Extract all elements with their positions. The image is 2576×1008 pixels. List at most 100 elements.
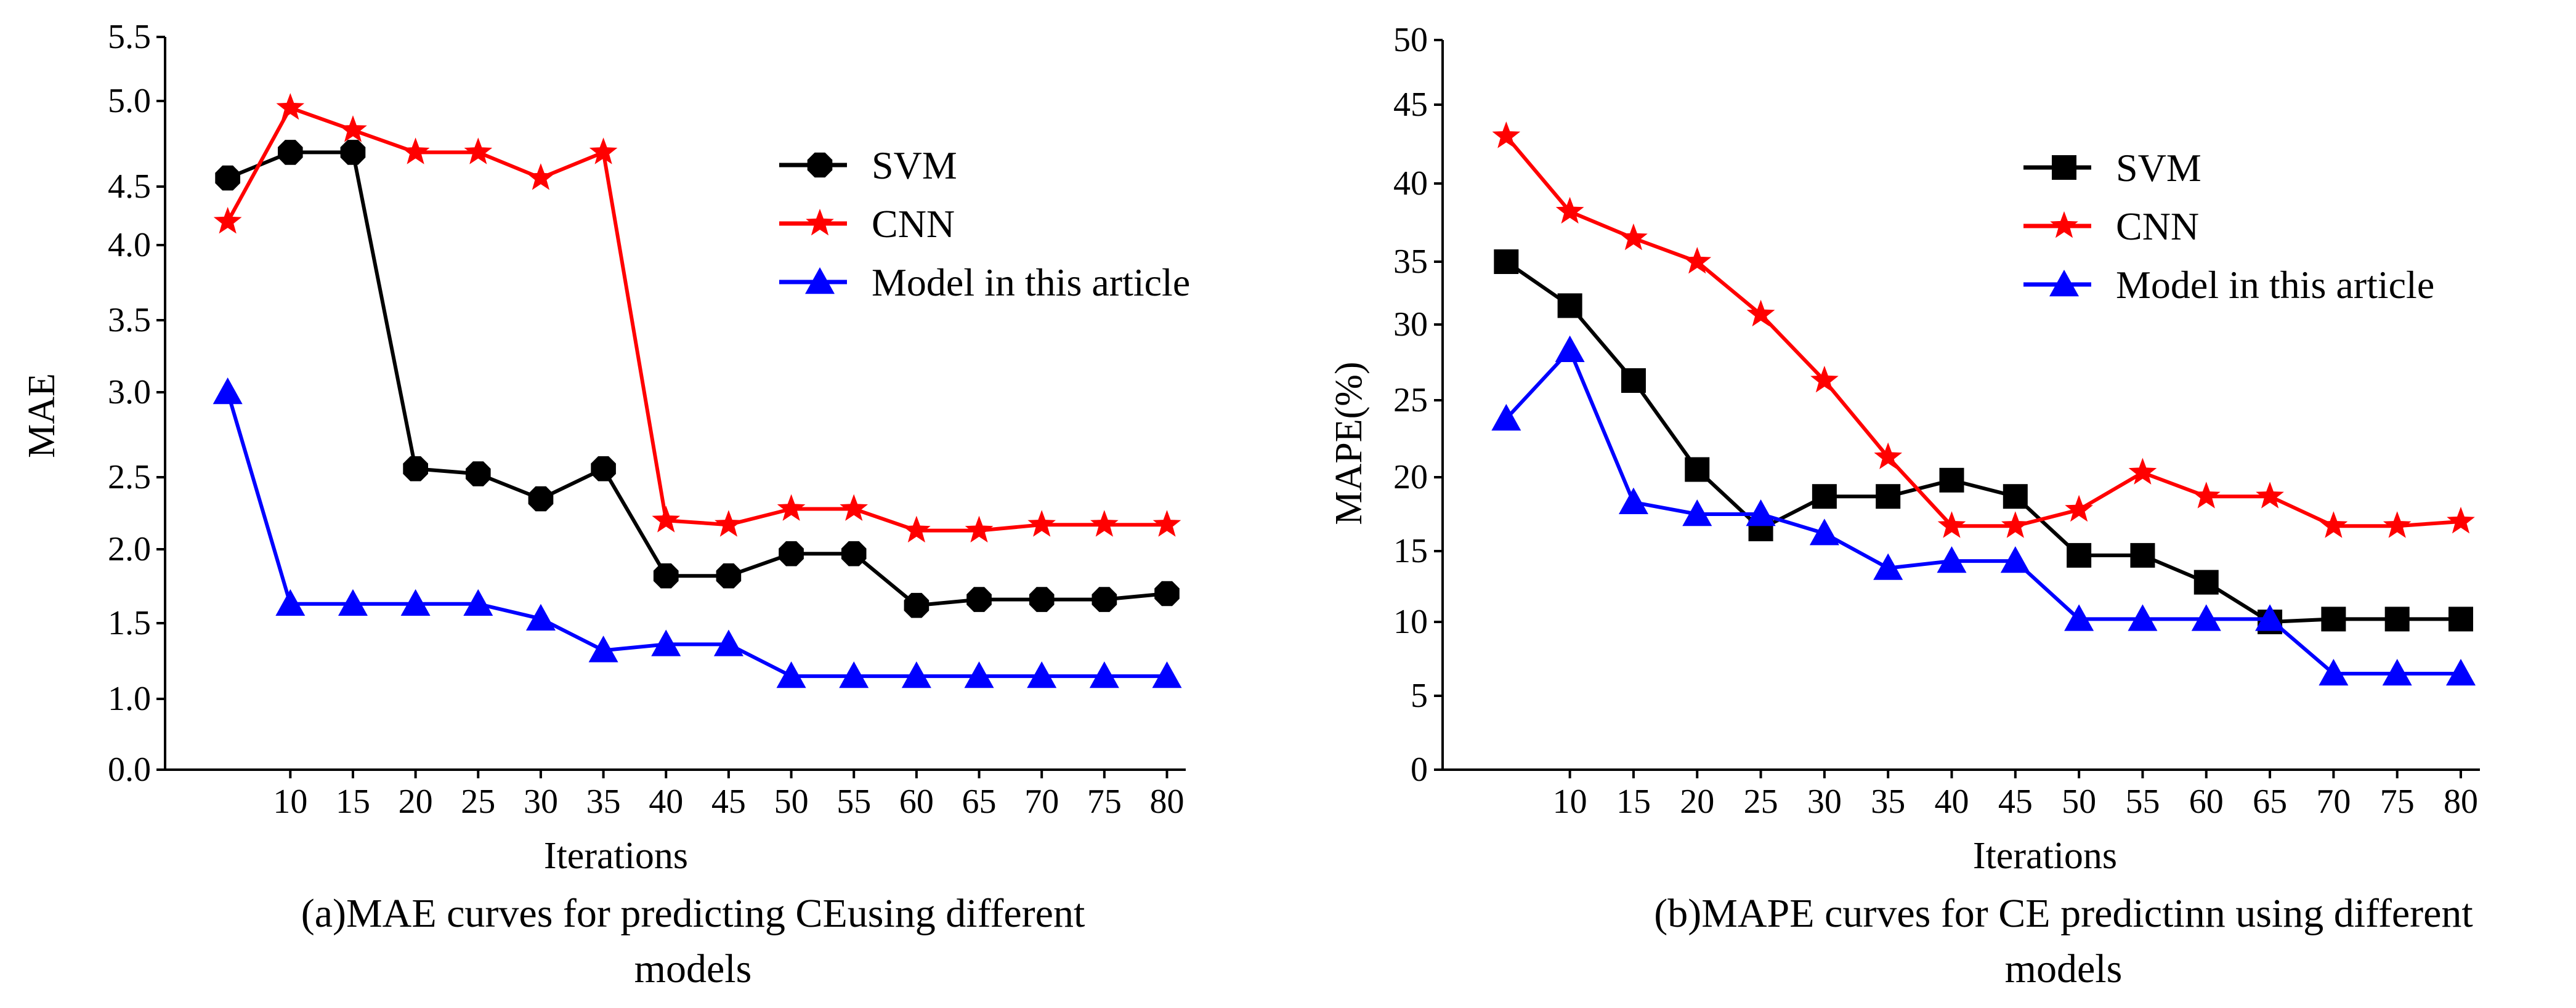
panel-b-series-1-point <box>2447 507 2475 534</box>
panel-a-x-tick-label: 60 <box>899 783 934 821</box>
panel-a-series-0-point <box>966 587 992 612</box>
panel-a-series-2-point <box>901 661 931 688</box>
panel-a-y-tick-label: 1.5 <box>108 604 151 642</box>
panel-b-series-0-point <box>1812 484 1837 509</box>
panel-a-y-tick-label: 5.5 <box>108 18 151 56</box>
panel-a-x-tick-label: 70 <box>1024 783 1059 821</box>
panel-a-series-2-point <box>588 635 618 663</box>
panel-a-y-axis-label: MAE <box>21 373 63 458</box>
panel-b-series-0-point <box>2130 542 2155 568</box>
panel-a-series-0-point <box>528 486 554 512</box>
panel-a-y-tick-label: 2.5 <box>108 458 151 496</box>
panel-a-series-2-point <box>213 377 243 405</box>
panel-a-series-0-point <box>340 140 366 165</box>
panel-b-legend-label-1: CNN <box>2116 204 2199 248</box>
panel-b-series-1-point <box>1937 511 1966 538</box>
panel-a-x-tick-label: 15 <box>336 783 370 821</box>
panel-b: 0 5 10 15 20 25 30 35 40 45 50 10 15 20 25 30 35 40 45 50 55… <box>1328 21 2480 991</box>
panel-a-series-2-point <box>964 661 994 688</box>
panel-b-series-2-point <box>1746 499 1776 526</box>
panel-b-series-1-point <box>2192 482 2221 509</box>
panel-b-series-0-point <box>2321 607 2346 632</box>
panel-b-x-tick-label: 30 <box>1807 783 1842 821</box>
panel-a-series-1-point <box>840 494 868 521</box>
panel-b-legend-marker-2 <box>2049 270 2079 297</box>
panel-b-legend-marker-0 <box>2052 155 2076 180</box>
panel-a-legend-label-1: CNN <box>872 202 955 246</box>
panel-b-series-2-point <box>1491 404 1521 431</box>
panel-a-series-2-point <box>400 589 431 616</box>
panel-a-series-1-point <box>652 506 681 533</box>
panel-a-series-0-point <box>779 541 804 566</box>
panel-a-series-2-point <box>651 629 681 656</box>
panel-b-x-tick-label: 65 <box>2253 783 2287 821</box>
panel-b-y-tick-label: 45 <box>1393 86 1428 124</box>
panel-a-series-2-point <box>776 661 806 688</box>
panel-b-series-0-point <box>2384 607 2410 632</box>
panel-a-series-0-point <box>1029 587 1055 612</box>
panel-a-x-tick-label: 55 <box>836 783 871 821</box>
panel-a-x-axis-label: Iterations <box>544 835 688 877</box>
panel-b-legend: SVM CNN Model in this article <box>2023 146 2434 307</box>
panel-b-x-tick-label: 80 <box>2444 783 2478 821</box>
panel-b-y-tick-label: 0 <box>1411 751 1428 789</box>
panel-b-series <box>1491 121 2476 686</box>
panel-a-caption-line1: (a)MAE curves for predicting CEusing dif… <box>301 891 1085 936</box>
panel-b-series-0-point <box>1557 293 1582 318</box>
panel-b-x-tick-label: 40 <box>1935 783 1969 821</box>
panel-b-series-1-point <box>2319 511 2348 538</box>
panel-b-series-2-point <box>2128 604 2158 631</box>
panel-a-series-line-1 <box>226 106 1167 533</box>
panel-b-series-1-point <box>2383 511 2412 538</box>
panel-b-series-1-point <box>1555 196 1584 224</box>
panel-b-series-2-point <box>2191 604 2221 631</box>
panel-a-series-1-point <box>213 207 242 234</box>
panel-b-x-tick-label: 10 <box>1553 783 1587 821</box>
panel-a-series <box>213 93 1182 688</box>
panel-a-series-0-point <box>466 461 491 486</box>
panel-a-x-tick-label: 10 <box>273 783 307 821</box>
panel-a-series-1-point <box>527 163 555 190</box>
panel-a-series-2-point <box>839 661 869 688</box>
panel-b-y-tick-label: 10 <box>1393 603 1428 641</box>
panel-a-series-0-point <box>591 456 616 482</box>
panel-b-x-tick-label: 15 <box>1616 783 1651 821</box>
panel-b-y-tick-label: 40 <box>1393 164 1428 203</box>
panel-a-caption-line2: models <box>634 946 752 991</box>
panel-a-y-tick-label: 3.0 <box>108 373 151 411</box>
panel-b-x-tick-label: 70 <box>2316 783 2351 821</box>
panel-b-y-tick-label: 35 <box>1393 243 1428 281</box>
panel-b-x-axis-label: Iterations <box>1973 835 2117 877</box>
panel-b-series-1-point <box>2256 482 2284 509</box>
panel-a-x-tick-label: 50 <box>774 783 809 821</box>
panel-a: 0.0 1.0 1.5 2.0 2.5 3.0 3.5 4.0 4.5 5.0 5.5 10 15 20 2… <box>21 18 1190 991</box>
panel-a-series-2-point <box>1089 661 1119 688</box>
panel-b-y-tick-label: 25 <box>1393 381 1428 419</box>
panel-a-series-2-point <box>338 589 368 616</box>
panel-a-legend-marker-0 <box>807 152 833 178</box>
panel-a-series-0-point <box>215 165 240 191</box>
panel-a-y-tick-label: 3.5 <box>108 301 151 339</box>
panel-a-series-1-point <box>1027 510 1056 537</box>
panel-b-x-tick-label: 75 <box>2380 783 2415 821</box>
panel-b-x-tick-label: 55 <box>2125 783 2160 821</box>
panel-a-y-tick-label: 4.0 <box>108 226 151 264</box>
panel-a-series-1-point <box>401 137 430 164</box>
panel-b-series-2-point <box>2319 659 2349 686</box>
panel-b-series-1-point <box>1619 223 1648 251</box>
panel-b-series-1-point <box>2128 458 2157 485</box>
panel-b-series-1-point <box>1746 299 1775 327</box>
panel-a-series-1-point <box>464 137 493 164</box>
panel-b-series-0-point <box>1685 457 1710 482</box>
panel-b-series-line-1 <box>1505 135 2461 528</box>
panel-a-x-tick-label: 40 <box>649 783 683 821</box>
panel-b-y-tick-label: 5 <box>1411 677 1428 715</box>
panel-a-series-0-point <box>278 140 303 165</box>
panel-a-series-1-point <box>589 137 618 164</box>
panel-a-x-tick-label: 30 <box>524 783 558 821</box>
panel-b-series-0-point <box>1621 368 1646 393</box>
panel-a-series-line-2 <box>225 392 1167 679</box>
panel-b-series-2-point <box>2000 546 2030 573</box>
panel-b-series-2-point <box>1809 518 1839 546</box>
panel-b-y-axis-label: MAPE(%) <box>1328 361 1370 525</box>
